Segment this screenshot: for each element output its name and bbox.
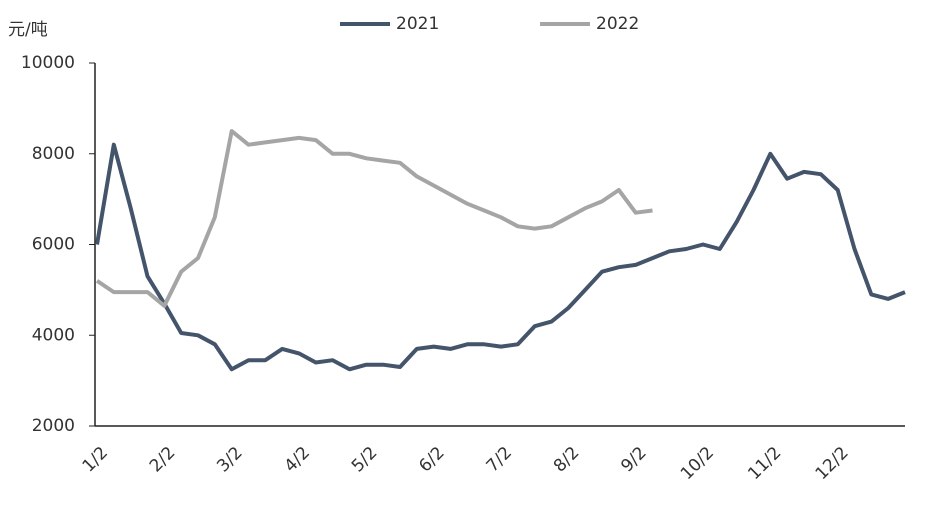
x-tick-label: 3/2 [213,443,246,476]
x-tick-label: 4/2 [281,443,314,476]
x-tick-label: 5/2 [348,443,381,476]
x-tick-label: 11/2 [744,443,785,484]
y-tick-label: 6000 [32,235,75,255]
line-series [95,129,653,308]
y-tick-label: 10000 [21,53,75,73]
y-tick-label: 2000 [32,416,75,436]
x-tick-label: 9/2 [617,443,650,476]
x-tick-label: 12/2 [812,443,853,484]
legend-label: 2022 [596,14,639,34]
x-tick-label: 2/2 [146,443,179,476]
x-tick-label: 1/2 [79,443,112,476]
y-tick-label: 8000 [32,144,75,164]
x-tick-label: 7/2 [483,443,516,476]
line-series [95,142,906,372]
x-tick-label: 6/2 [415,443,448,476]
x-tick-label: 10/2 [677,443,718,484]
x-tick-label: 8/2 [550,443,583,476]
legend-label: 2021 [396,14,439,34]
y-tick-label: 4000 [32,325,75,345]
y-axis-label: 元/吨 [8,20,48,40]
